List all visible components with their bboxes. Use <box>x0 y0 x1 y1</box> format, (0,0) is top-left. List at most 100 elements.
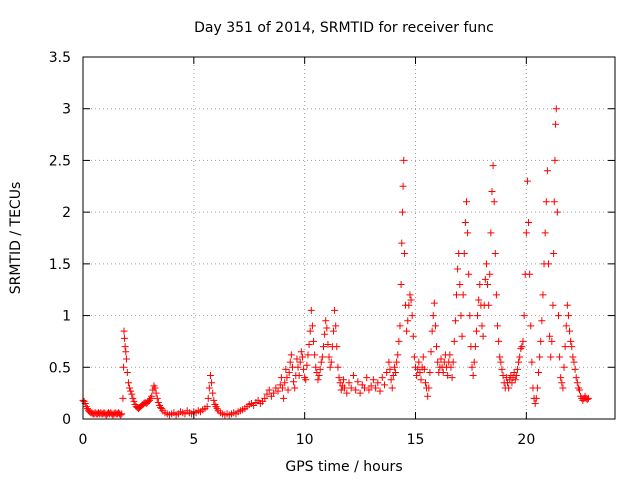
data-point <box>584 394 592 402</box>
data-point <box>329 327 337 335</box>
data-point <box>387 376 395 384</box>
y-tick-label: 3.5 <box>49 50 71 66</box>
data-point <box>489 162 497 170</box>
data-point <box>283 374 291 382</box>
data-point <box>378 374 386 382</box>
data-point <box>316 365 324 373</box>
data-point <box>551 156 559 164</box>
data-point <box>468 363 476 371</box>
data-point <box>320 343 328 351</box>
axis-ticks <box>82 56 615 420</box>
data-point <box>464 229 472 237</box>
data-point <box>419 353 427 361</box>
data-point <box>298 353 306 361</box>
data-point <box>543 167 551 175</box>
data-point <box>388 384 396 392</box>
data-point <box>513 365 521 373</box>
data-point <box>431 322 439 330</box>
data-point <box>311 351 319 359</box>
data-point <box>535 368 543 376</box>
data-point <box>497 358 505 366</box>
data-point <box>560 363 568 371</box>
data-point <box>380 381 388 389</box>
data-point <box>398 208 406 216</box>
data-point <box>447 363 455 371</box>
data-point <box>117 411 125 419</box>
data-point <box>457 312 465 320</box>
data-point <box>537 337 545 345</box>
data-point <box>539 291 547 299</box>
data-point <box>263 390 271 398</box>
data-point <box>312 363 320 371</box>
data-point <box>349 372 357 380</box>
data-point <box>428 327 436 335</box>
data-point <box>508 379 516 387</box>
grid-lines <box>83 57 615 419</box>
data-point <box>265 386 273 394</box>
data-points <box>79 105 592 419</box>
data-point <box>512 372 520 380</box>
data-point <box>397 281 405 289</box>
data-point <box>552 105 560 113</box>
data-point <box>471 343 479 351</box>
data-point <box>469 372 477 380</box>
data-point <box>523 177 531 185</box>
y-tick-label: 3 <box>62 102 71 118</box>
data-point <box>472 327 480 335</box>
x-tick-label: 0 <box>79 432 88 448</box>
data-point <box>446 351 454 359</box>
data-point <box>367 382 375 390</box>
data-point <box>568 343 576 351</box>
data-point <box>302 376 310 384</box>
data-point <box>274 387 282 395</box>
data-point <box>479 332 487 340</box>
data-point <box>297 348 305 356</box>
data-point <box>119 394 127 402</box>
data-point <box>566 327 574 335</box>
data-point <box>148 392 156 400</box>
data-point <box>413 372 421 380</box>
data-point <box>390 363 398 371</box>
data-point <box>550 198 558 206</box>
data-point <box>285 368 293 376</box>
data-point <box>291 384 299 392</box>
data-point <box>290 378 298 386</box>
y-axis-title: SRMTID / TECUs <box>8 182 24 295</box>
data-point <box>369 376 377 384</box>
data-point <box>153 394 161 402</box>
data-point <box>123 368 131 376</box>
y-tick-label: 2.5 <box>49 153 71 169</box>
data-point <box>118 410 126 418</box>
data-point <box>333 343 341 351</box>
data-point <box>415 358 423 366</box>
data-point <box>571 365 579 373</box>
data-point <box>421 379 429 387</box>
data-point <box>554 312 562 320</box>
data-point <box>570 358 578 366</box>
data-point <box>495 337 503 345</box>
data-point <box>484 281 492 289</box>
data-point <box>376 387 384 395</box>
data-point <box>498 365 506 373</box>
data-point <box>522 229 530 237</box>
data-point <box>356 389 364 397</box>
data-point <box>314 376 322 384</box>
data-point <box>127 387 135 395</box>
data-point <box>303 361 311 369</box>
data-point <box>279 384 286 392</box>
data-point <box>437 355 445 363</box>
data-point <box>541 229 549 237</box>
x-tick-label: 20 <box>517 432 535 448</box>
data-point <box>470 358 478 366</box>
data-point <box>492 291 500 299</box>
data-point <box>128 390 136 398</box>
chart-title: Day 351 of 2014, SRMTID for receiver fun… <box>194 20 494 36</box>
data-point <box>403 327 411 335</box>
data-point <box>341 384 349 392</box>
data-point <box>399 182 407 190</box>
data-point <box>120 327 128 335</box>
data-point <box>558 379 566 387</box>
data-point <box>487 229 495 237</box>
data-point <box>396 322 404 330</box>
data-point <box>398 239 406 247</box>
